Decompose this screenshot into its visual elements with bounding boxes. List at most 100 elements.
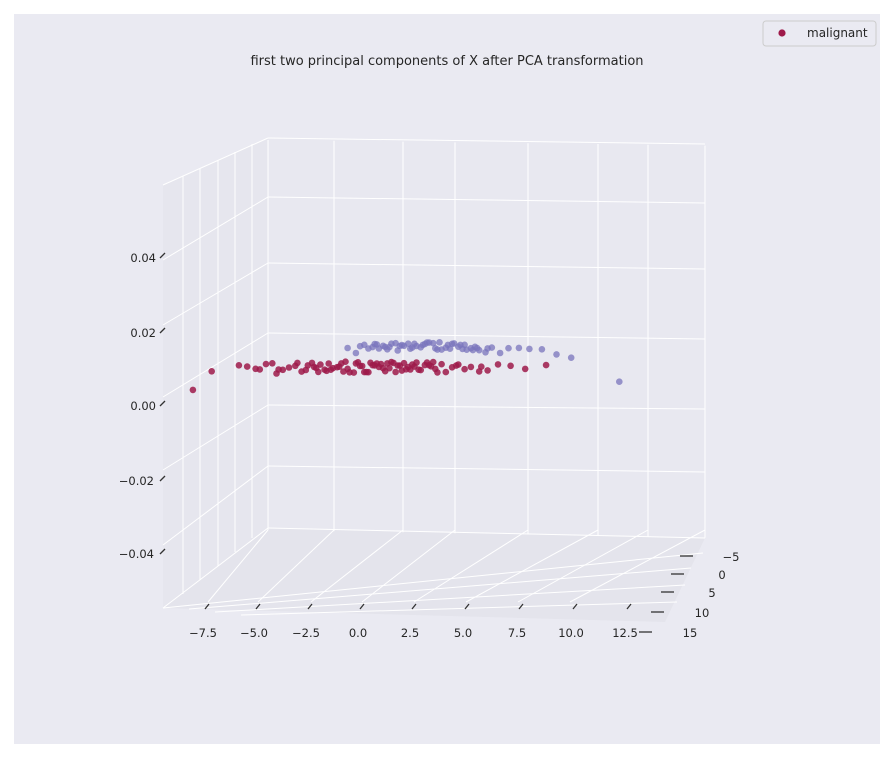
grid-line-floor-depth xyxy=(188,567,692,610)
y-axis-ticks: −5 05 10 15 xyxy=(639,550,739,640)
malignant-point xyxy=(275,366,282,373)
malignant-point xyxy=(390,359,397,367)
grid-line-floor xyxy=(361,529,456,603)
malignant-point xyxy=(323,367,330,375)
x-tick-mark xyxy=(626,603,632,610)
malignant-point xyxy=(189,386,197,394)
benign-point xyxy=(344,344,351,352)
y-tick-label: 15 xyxy=(683,626,698,640)
y-tick-label: 0 xyxy=(718,568,725,582)
malignant-point xyxy=(317,361,324,368)
benign-point xyxy=(352,349,360,357)
z-axis-ticks: 0.04 0.02 0.00 −0.02 −0.04 xyxy=(119,251,166,561)
x-tick-label: −2.5 xyxy=(292,626,320,640)
grid-line-horizontal xyxy=(267,465,706,473)
malignant-point xyxy=(415,366,422,374)
grid-line-floor xyxy=(257,529,335,603)
benign-point xyxy=(505,344,512,352)
legend[interactable]: malignant xyxy=(762,20,877,47)
back-pane-rear xyxy=(268,138,705,538)
grid-line-side xyxy=(162,527,269,609)
x-axis-ticks: −7.5 −5.0 −2.5 0.0 2.5 5.0 7.5 10.0 12.5 xyxy=(189,603,638,640)
grid-line-floor xyxy=(310,529,404,603)
malignant-point xyxy=(432,365,439,373)
malignant-point xyxy=(335,363,343,371)
x-tick-mark xyxy=(359,603,365,610)
z-tick-mark xyxy=(159,548,166,555)
malignant-point xyxy=(342,358,349,366)
x-tick-label: 2.5 xyxy=(401,626,419,640)
benign-point xyxy=(526,345,533,353)
malignant-point xyxy=(442,368,450,376)
malignant-point xyxy=(352,360,360,367)
grid-line-floor-depth xyxy=(162,552,704,609)
x-tick-label: 12.5 xyxy=(612,626,638,640)
benign-point xyxy=(567,354,575,362)
x-tick-mark xyxy=(204,603,210,610)
x-tick-mark xyxy=(255,603,261,610)
malignant-point xyxy=(438,360,445,368)
grid-line-floor xyxy=(465,529,599,603)
benign-point xyxy=(371,340,379,348)
y-tick-label: −5 xyxy=(723,550,740,564)
malignant-point xyxy=(340,368,347,375)
x-tick-label: 5.0 xyxy=(454,626,472,640)
z-tick-mark xyxy=(159,252,166,259)
benign-point xyxy=(616,378,623,386)
benign-point xyxy=(409,344,416,351)
scatter-points xyxy=(189,339,623,394)
grid-line-side xyxy=(162,137,269,186)
grid-line-side xyxy=(162,404,269,471)
malignant-point xyxy=(350,369,358,376)
malignant-point xyxy=(262,360,270,368)
benign-point xyxy=(515,344,523,352)
x-tick-label: 10.0 xyxy=(558,626,584,640)
benign-point xyxy=(421,340,429,348)
x-tick-label: 7.5 xyxy=(508,626,526,640)
benign-point xyxy=(471,343,479,351)
malignant-point xyxy=(392,368,399,376)
z-tick-mark xyxy=(159,400,166,407)
malignant-point xyxy=(494,361,502,368)
z-tick-label: 0.02 xyxy=(130,326,156,340)
benign-point xyxy=(384,346,391,353)
z-tick-mark xyxy=(159,475,166,482)
malignant-point xyxy=(310,363,318,371)
malignant-point xyxy=(507,362,514,370)
grid-line-horizontal xyxy=(267,527,706,539)
malignant-point xyxy=(402,366,410,373)
benign-point xyxy=(484,345,491,352)
x-tick-label: −5.0 xyxy=(240,626,268,640)
malignant-point xyxy=(423,359,431,366)
back-pane-left xyxy=(163,138,268,608)
benign-point xyxy=(434,346,441,353)
malignant-point xyxy=(325,360,333,367)
malignant-point xyxy=(386,364,393,372)
malignant-point xyxy=(285,364,293,371)
x-tick-label: −7.5 xyxy=(189,626,217,640)
grid-line-horizontal xyxy=(267,332,706,340)
benign-point xyxy=(429,339,437,347)
grid-line-side xyxy=(162,262,269,326)
z-tick-label: 0.04 xyxy=(130,251,156,265)
floor-pane xyxy=(163,528,705,622)
z-tick-label: −0.02 xyxy=(119,474,154,488)
benign-point xyxy=(436,339,443,346)
x-tick-mark xyxy=(411,603,417,610)
malignant-point xyxy=(521,365,529,373)
y-tick-label: 10 xyxy=(695,606,710,620)
grid-line-floor-depth xyxy=(240,601,678,616)
malignant-point xyxy=(369,361,376,369)
grid-line-horizontal xyxy=(267,262,706,270)
grid-line-floor xyxy=(517,529,649,603)
grid-line-horizontal xyxy=(267,404,706,410)
z-tick-mark xyxy=(159,327,166,334)
grid-line-side xyxy=(162,465,269,546)
benign-point xyxy=(496,349,504,357)
y-tick-label: 5 xyxy=(708,586,715,600)
grid-line-floor xyxy=(207,529,269,603)
chart-title: first two principal components of X afte… xyxy=(250,54,643,69)
malignant-point xyxy=(461,365,468,373)
benign-point xyxy=(553,351,560,358)
